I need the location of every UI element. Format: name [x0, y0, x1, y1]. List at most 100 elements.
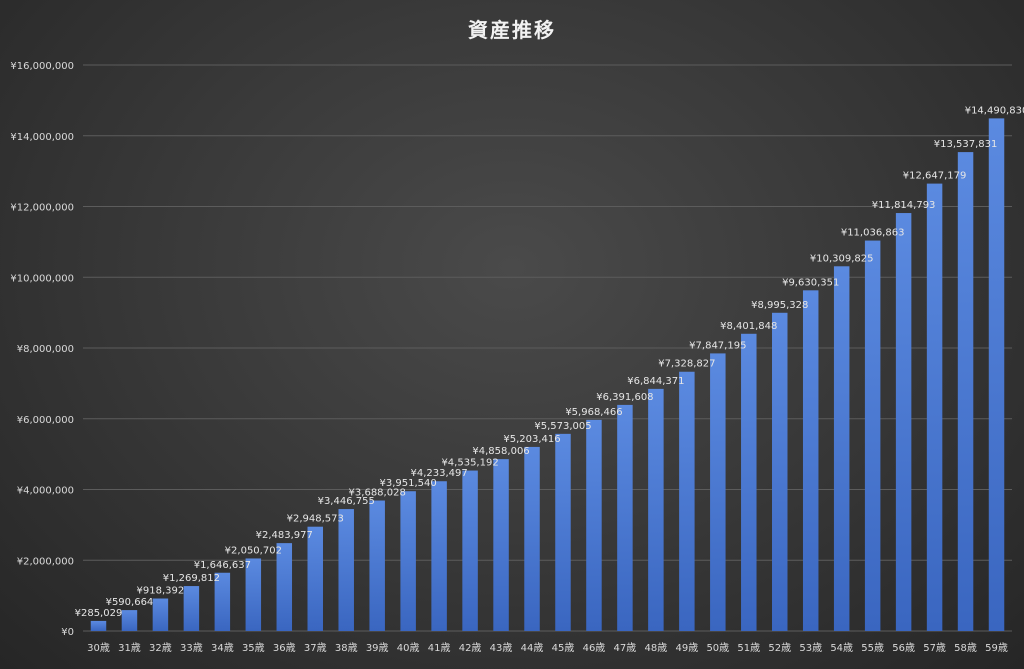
x-axis-tick-labels: 30歳 31歳 32歳 33歳 34歳 35歳 36歳 37歳 38歳 39歳 40歳 41歳 42歳 4…	[87, 642, 1008, 654]
x-tick-label: 39歳	[366, 642, 389, 654]
bar	[245, 558, 262, 631]
data-label: ¥11,036,863	[841, 228, 905, 239]
bar	[431, 481, 447, 631]
x-tick-label: 49歳	[675, 642, 698, 654]
x-tick-label: 40歳	[397, 642, 420, 654]
x-tick-label: 54歳	[830, 642, 853, 654]
bar	[679, 371, 695, 631]
bar	[617, 404, 633, 631]
bar	[555, 433, 571, 631]
x-tick-label: 47歳	[614, 642, 637, 654]
bar	[400, 491, 416, 631]
bar	[741, 333, 757, 631]
data-label: ¥10,309,825	[810, 253, 874, 264]
bar	[524, 446, 540, 631]
data-label: ¥3,951,540	[380, 478, 437, 489]
y-tick-label: ¥12,000,000	[10, 203, 74, 214]
data-label: ¥12,647,179	[903, 171, 967, 182]
bar	[926, 183, 943, 631]
bar	[772, 312, 788, 631]
y-tick-label: ¥14,000,000	[10, 132, 74, 143]
x-tick-label: 52歳	[768, 642, 791, 654]
bars	[90, 118, 1005, 631]
gridlines	[83, 64, 1012, 632]
bar	[462, 470, 478, 631]
bar	[586, 419, 602, 631]
data-labels: ¥285,029¥590,664¥918,392 ¥1,269,812 ¥1,646…	[75, 105, 1024, 619]
bar	[90, 620, 107, 631]
bar	[121, 610, 138, 631]
x-tick-label: 31歳	[118, 642, 141, 654]
bar	[493, 459, 509, 631]
x-tick-label: 50歳	[706, 642, 729, 654]
x-tick-label: 55歳	[861, 642, 884, 654]
data-label: ¥6,844,371	[627, 376, 684, 387]
data-label: ¥9,630,351	[782, 277, 839, 288]
bar	[648, 388, 664, 631]
data-label: ¥1,269,812	[163, 573, 220, 584]
x-tick-label: 42歳	[459, 642, 482, 654]
y-tick-label: ¥8,000,000	[17, 344, 74, 355]
y-tick-label: ¥0	[61, 627, 74, 638]
x-tick-label: 38歳	[335, 642, 358, 654]
x-tick-label: 35歳	[242, 642, 265, 654]
x-tick-label: 45歳	[552, 642, 575, 654]
data-label: ¥5,573,005	[534, 421, 591, 432]
x-tick-label: 33歳	[180, 642, 203, 654]
data-label: ¥8,401,848	[720, 321, 777, 332]
data-label: ¥4,858,006	[472, 446, 529, 457]
data-label: ¥8,995,328	[751, 300, 808, 311]
data-label: ¥13,537,831	[934, 139, 998, 150]
x-tick-label: 46歳	[583, 642, 606, 654]
x-tick-label: 34歳	[211, 642, 234, 654]
x-tick-label: 59歳	[985, 642, 1008, 654]
data-label: ¥918,392	[137, 586, 185, 597]
bar	[833, 266, 850, 631]
data-label: ¥2,948,573	[287, 514, 344, 525]
bar	[988, 118, 1005, 631]
data-label: ¥3,446,755	[318, 496, 375, 507]
data-label: ¥4,233,497	[410, 468, 467, 479]
x-tick-label: 37歳	[304, 642, 327, 654]
x-tick-label: 56歳	[892, 642, 915, 654]
x-tick-label: 41歳	[428, 642, 451, 654]
chart-title: 資産推移	[468, 18, 556, 42]
bar	[710, 353, 726, 631]
x-tick-label: 30歳	[87, 642, 110, 654]
y-tick-label: ¥6,000,000	[17, 415, 74, 426]
bar	[895, 213, 912, 631]
bar	[214, 572, 231, 631]
x-tick-label: 48歳	[645, 642, 668, 654]
data-label: ¥2,050,702	[225, 545, 282, 556]
x-tick-label: 57歳	[923, 642, 946, 654]
bar	[338, 509, 354, 631]
bar	[307, 526, 323, 631]
bar	[957, 152, 974, 631]
data-label: ¥11,814,793	[872, 200, 936, 211]
y-tick-label: ¥10,000,000	[10, 273, 74, 284]
data-label: ¥14,490,830	[965, 105, 1024, 116]
y-tick-label: ¥16,000,000	[10, 61, 74, 72]
bar	[276, 543, 293, 631]
x-tick-label: 58歳	[954, 642, 977, 654]
y-axis-tick-labels: ¥0 ¥2,000,000 ¥4,000,000 ¥6,000,000 ¥8,000,0…	[10, 61, 74, 638]
bar	[183, 586, 200, 631]
data-label: ¥4,535,192	[441, 458, 498, 469]
bar	[369, 500, 385, 631]
x-tick-label: 53歳	[799, 642, 822, 654]
y-tick-label: ¥4,000,000	[17, 486, 74, 497]
data-label: ¥285,029	[75, 608, 123, 619]
data-label: ¥590,664	[106, 597, 154, 608]
data-label: ¥7,328,827	[658, 359, 715, 370]
data-label: ¥5,968,466	[565, 407, 622, 418]
bar	[152, 598, 169, 631]
x-tick-label: 36歳	[273, 642, 296, 654]
data-label: ¥2,483,977	[256, 530, 313, 541]
bar	[864, 240, 881, 631]
x-tick-label: 32歳	[149, 642, 172, 654]
bar	[802, 290, 819, 631]
data-label: ¥3,688,028	[349, 488, 406, 499]
data-label: ¥1,646,637	[194, 560, 251, 571]
data-label: ¥6,391,608	[596, 392, 653, 403]
